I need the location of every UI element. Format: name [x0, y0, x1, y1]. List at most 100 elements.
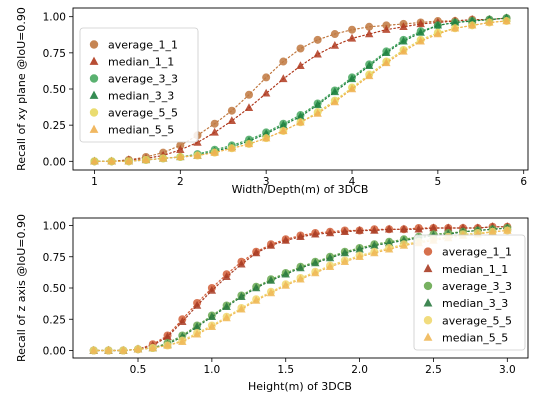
legend-marker-median_1_1	[89, 56, 99, 65]
data-point-median_5_5	[467, 20, 477, 29]
legend-marker-average_5_5	[89, 108, 99, 117]
legend-label-median_5_5: median_5_5	[442, 331, 508, 344]
data-point-median_3_3	[311, 258, 320, 267]
data-point-median_5_5	[158, 153, 168, 162]
legend-label-median_3_3: median_3_3	[442, 297, 508, 310]
data-point-median_5_5	[325, 262, 335, 270]
data-point-median_5_5	[244, 139, 254, 148]
data-point-median_5_5	[119, 345, 128, 354]
data-point-median_3_3	[347, 74, 357, 83]
bottom-x-tick-label: 1.0	[204, 364, 221, 376]
data-point-median_3_3	[251, 283, 261, 292]
legend-marker-median_1_1	[423, 263, 433, 273]
legend-label-average_1_1: average_1_1	[108, 39, 178, 52]
data-point-median_5_5	[107, 156, 116, 165]
data-point-median_5_5	[176, 152, 185, 161]
top-chart-ticks: 1 2 3 4 5 6 0.00 0.25 0.50 0.75 1.00	[43, 12, 528, 188]
legend-label-median_1_1: median_1_1	[442, 263, 508, 276]
data-point-median_5_5	[370, 248, 379, 257]
data-point-median_3_3	[450, 17, 460, 26]
data-point-average_1_1	[210, 119, 219, 128]
data-point-median_5_5	[163, 340, 172, 349]
data-point-median_1_1	[281, 235, 290, 244]
data-point-median_5_5	[503, 225, 512, 234]
data-point-median_3_3	[399, 36, 408, 45]
data-point-median_1_1	[325, 228, 335, 237]
data-point-median_1_1	[244, 103, 254, 112]
data-point-median_3_3	[433, 20, 443, 29]
legend-label-median_5_5: median_5_5	[108, 124, 174, 137]
data-point-median_1_1	[444, 223, 453, 232]
data-point-median_1_1	[382, 25, 391, 33]
data-point-median_5_5	[340, 257, 350, 265]
bottom-y-tick-label: 0.75	[43, 252, 66, 264]
legend-label-average_5_5: average_5_5	[442, 314, 512, 327]
data-point-median_1_1	[330, 41, 340, 49]
legend-label-average_1_1: average_1_1	[442, 246, 512, 259]
top-x-tick-label: 6	[520, 176, 527, 188]
data-point-median_5_5	[227, 143, 237, 152]
data-point-median_5_5	[488, 227, 497, 235]
legend-label-median_3_3: median_3_3	[108, 90, 174, 103]
data-point-median_1_1	[364, 29, 374, 38]
legend-marker-average_5_5	[423, 316, 433, 325]
series-line-median_5_5	[93, 229, 508, 352]
data-point-median_5_5	[207, 322, 217, 330]
data-point-median_5_5	[347, 84, 357, 93]
data-point-median_5_5	[384, 244, 394, 253]
bottom-x-tick-label: 2.5	[425, 364, 442, 376]
data-point-median_3_3	[355, 244, 364, 253]
data-point-median_1_1	[414, 224, 423, 233]
data-point-median_1_1	[210, 127, 219, 136]
data-point-median_3_3	[281, 269, 290, 278]
legend-label-average_5_5: average_5_5	[108, 107, 178, 120]
data-point-median_3_3	[222, 302, 231, 310]
top-x-tick-label: 2	[177, 176, 184, 188]
data-point-median_5_5	[330, 97, 340, 106]
data-point-median_5_5	[355, 252, 364, 260]
data-point-median_5_5	[399, 46, 408, 55]
top-y-tick-label: 0.75	[43, 48, 66, 60]
data-point-median_5_5	[311, 268, 320, 277]
bottom-y-tick-label: 0.50	[43, 283, 66, 295]
legend-marker-median_5_5	[423, 332, 433, 341]
data-point-median_3_3	[296, 263, 305, 272]
data-point-median_1_1	[178, 317, 187, 325]
bottom-legend-box	[413, 234, 526, 351]
top-x-tick-label: 1	[91, 176, 98, 188]
data-point-median_5_5	[296, 117, 305, 126]
data-point-median_3_3	[325, 253, 335, 262]
data-point-median_1_1	[163, 332, 172, 340]
data-point-median_1_1	[399, 22, 408, 31]
data-point-average_1_1	[244, 90, 253, 99]
top-y-tick-label: 0.25	[43, 120, 66, 132]
bottom-y-tick-label: 1.00	[43, 221, 66, 233]
bottom-x-tick-label: 3.0	[499, 364, 516, 376]
top-x-axis-label: Width/Depth(m) of 3DCB	[232, 183, 369, 196]
bottom-chart-marks	[89, 222, 512, 355]
top-x-tick-label: 5	[435, 176, 442, 188]
data-point-average_1_1	[313, 35, 322, 44]
data-point-median_1_1	[296, 232, 305, 240]
data-point-median_1_1	[237, 259, 246, 268]
top-x-tick-label: 4	[349, 176, 356, 188]
top-legend-box	[79, 27, 199, 143]
data-point-median_5_5	[193, 150, 202, 159]
data-point-median_1_1	[416, 19, 425, 28]
legend-marker-median_3_3	[89, 90, 99, 99]
data-point-median_5_5	[141, 155, 151, 164]
data-point-median_5_5	[279, 126, 288, 135]
data-point-median_1_1	[176, 145, 185, 153]
data-point-median_1_1	[279, 74, 288, 83]
bottom-x-axis-label: Height(m) of 3DCB	[248, 380, 352, 393]
top-chart: 1 2 3 4 5 6 0.00 0.25 0.50 0.75 1.00 Width/Depth(m…	[15, 7, 529, 196]
data-point-median_3_3	[237, 292, 246, 300]
bottom-y-axis-label: Recall of z axis @IoU=0.90	[15, 214, 28, 362]
legend-marker-average_3_3	[89, 74, 99, 83]
bottom-chart-ticks: 0.5 1.0 1.5 2.0 2.5 3.0 0.00 0.25 0.50 0.75 1.00	[43, 221, 516, 377]
data-point-median_5_5	[104, 345, 113, 354]
data-point-median_5_5	[148, 343, 157, 352]
data-point-median_5_5	[192, 329, 202, 338]
data-point-median_1_1	[266, 240, 276, 249]
